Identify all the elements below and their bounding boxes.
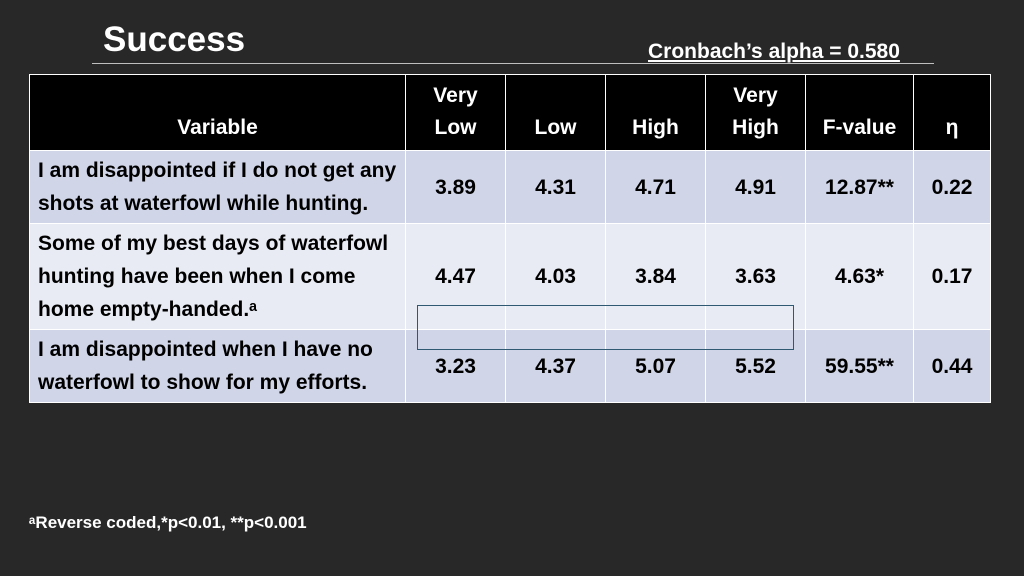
header-high: High [605, 74, 706, 151]
header-very-low-line2: Low [434, 116, 477, 139]
cell-high: 4.71 [605, 150, 706, 224]
cell-variable: I am disappointed if I do not get any sh… [29, 150, 406, 224]
cell-low: 4.37 [505, 329, 606, 403]
cell-very-low: 4.47 [405, 223, 506, 330]
header-f-value: F-value [805, 74, 914, 151]
cell-very-high: 4.91 [705, 150, 806, 224]
cell-very-high: 3.63 [705, 223, 806, 330]
header-eta: η [913, 74, 991, 151]
cell-variable: I am disappointed when I have no waterfo… [29, 329, 406, 403]
header-very-high-line1: Very [733, 84, 778, 107]
cell-low: 4.31 [505, 150, 606, 224]
cell-very-low: 3.23 [405, 329, 506, 403]
header-very-low-line1: Very [433, 84, 478, 107]
cell-variable: Some of my best days of waterfowl huntin… [29, 223, 406, 330]
table-row: I am disappointed if I do not get any sh… [29, 150, 991, 224]
header-very-high: Very High [705, 74, 806, 151]
header-very-high-line2: High [732, 116, 779, 139]
header-low: Low [505, 74, 606, 151]
slide-title: Success [103, 20, 246, 59]
results-table: Variable Very Low Low High Very High F-val… [29, 74, 991, 403]
cell-very-high: 5.52 [705, 329, 806, 403]
header-very-low: Very Low [405, 74, 506, 151]
table-row: Some of my best days of waterfowl huntin… [29, 223, 991, 330]
cell-high: 5.07 [605, 329, 706, 403]
table-row: I am disappointed when I have no waterfo… [29, 329, 991, 403]
header-variable: Variable [29, 74, 406, 151]
cell-very-low: 3.89 [405, 150, 506, 224]
cell-eta: 0.44 [913, 329, 991, 403]
cell-eta: 0.17 [913, 223, 991, 330]
cell-high: 3.84 [605, 223, 706, 330]
cell-f-value: 4.63* [805, 223, 914, 330]
cell-f-value: 12.87** [805, 150, 914, 224]
cell-eta: 0.22 [913, 150, 991, 224]
cronbach-alpha-note: Cronbach’s alpha = 0.580 [648, 40, 900, 63]
footnote: ᵃReverse coded,*p<0.01, **p<0.001 [29, 513, 307, 532]
cell-f-value: 59.55** [805, 329, 914, 403]
table-header-row: Variable Very Low Low High Very High F-val… [29, 74, 991, 151]
highlight-box [417, 305, 794, 350]
title-divider [92, 63, 934, 64]
cell-low: 4.03 [505, 223, 606, 330]
